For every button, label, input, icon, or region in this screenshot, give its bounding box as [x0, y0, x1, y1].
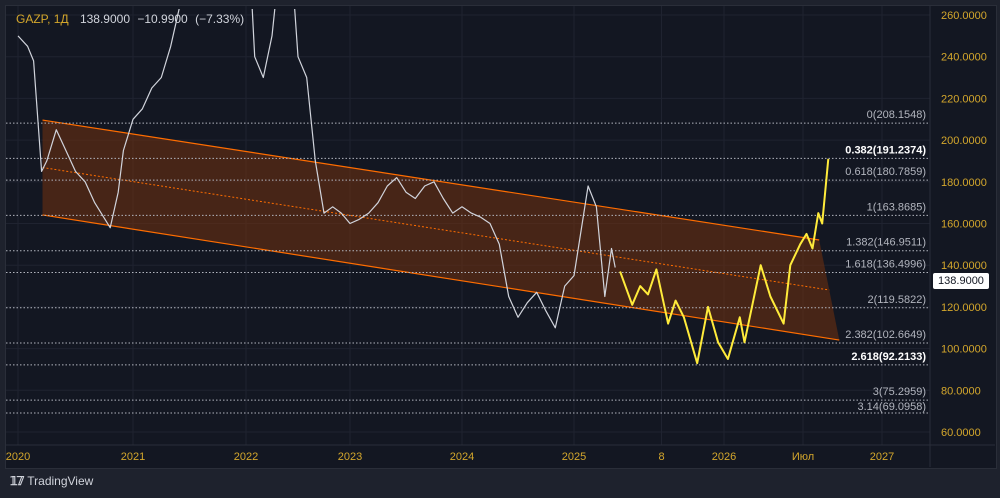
regression-channel-fill [42, 120, 840, 341]
x-tick-label: 2026 [712, 451, 736, 463]
last-price: 138.9000 [79, 12, 130, 26]
x-tick-label: 2027 [870, 451, 894, 463]
x-tick-label: 2025 [562, 451, 586, 463]
brand-name: TradingView [27, 474, 94, 488]
fib-level-label: 3(75.2959) [873, 386, 926, 398]
fib-level-label: 0.382(191.2374) [845, 144, 926, 156]
y-tick-label: 180.0000 [941, 177, 987, 189]
symbol-label[interactable]: GAZP, 1Д [16, 12, 69, 26]
y-tick-label: 100.0000 [941, 344, 987, 356]
x-tick-label: 2023 [338, 451, 362, 463]
last-price-tag: 138.9000 [933, 273, 989, 289]
y-tick-label: 220.0000 [941, 93, 987, 105]
plot-area: 0(208.1548) 0.382(191.2374) 0.618(180.7859… [6, 9, 928, 414]
y-tick-label: 200.0000 [941, 135, 987, 147]
fib-level-label: 2.382(102.6649) [845, 329, 926, 341]
y-tick-label: 260.0000 [941, 10, 987, 22]
fib-level-label: 3.14(69.0958) [858, 401, 927, 413]
fib-level-label: 1.382(146.9511) [846, 237, 926, 249]
y-tick-label: 140.0000 [941, 260, 987, 272]
tradingview-branding[interactable]: 𝟙𝟟 TradingView [10, 474, 93, 488]
x-tick-label: 2021 [121, 451, 145, 463]
y-tick-label: 120.0000 [941, 302, 987, 314]
price-line [17, 9, 616, 329]
x-tick-label: Июл [792, 451, 814, 463]
x-tick-label: 2020 [6, 451, 30, 463]
fib-level-label: 1.618(136.4996) [845, 258, 926, 270]
y-tick-label: 160.0000 [941, 219, 987, 231]
x-tick-label: 8 [658, 451, 664, 463]
fib-level-label: 0(208.1548) [867, 109, 926, 121]
price-change: −10.9900 [137, 12, 188, 26]
x-tick-label: 2024 [450, 451, 474, 463]
y-tick-label: 80.0000 [941, 385, 981, 397]
fib-level-label: 2(119.5822) [867, 294, 926, 306]
channel-median-line [42, 167, 830, 291]
symbol-legend: GAZP, 1Д 138.9000 −10.9900 (−7.33%) [16, 12, 248, 26]
y-tick-label: 60.0000 [941, 427, 981, 439]
projection-line [619, 158, 830, 365]
fib-level-label: 2.618(92.2133) [851, 351, 926, 363]
fib-level-label: 1(163.8685) [867, 201, 926, 213]
x-tick-label: 2022 [234, 451, 258, 463]
y-tick-label: 240.0000 [941, 52, 987, 64]
tradingview-logo-icon: 𝟙𝟟 [10, 474, 24, 488]
fib-level-label: 0.618(180.7859) [845, 166, 926, 178]
price-change-pct: (−7.33%) [195, 12, 245, 26]
